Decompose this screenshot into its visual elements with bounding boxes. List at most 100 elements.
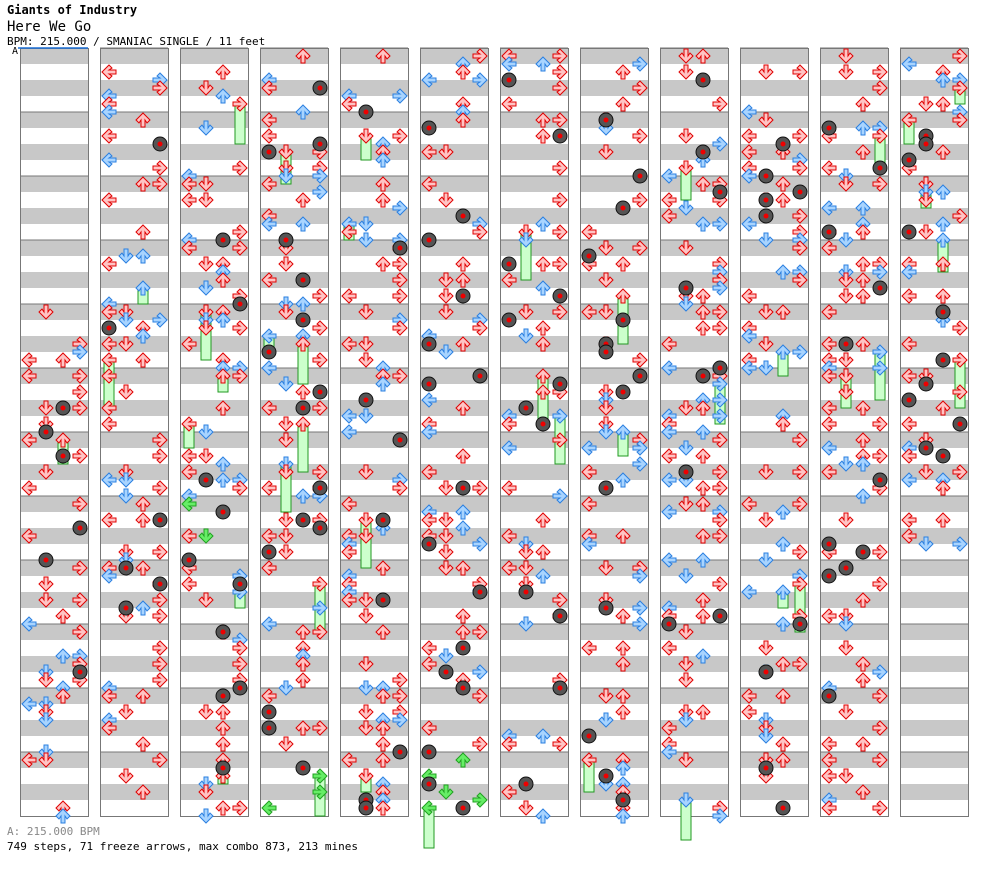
beat-band (660, 624, 728, 640)
up-arrow-icon (375, 752, 391, 768)
right-arrow-icon (552, 736, 568, 752)
down-arrow-icon (678, 752, 694, 768)
mine-core (860, 549, 866, 555)
mine-core (477, 589, 483, 595)
beat-band (500, 48, 568, 64)
up-arrow-icon (535, 280, 551, 296)
beat-band (260, 112, 328, 128)
beat-band (340, 496, 408, 512)
beat-band (20, 304, 88, 320)
bpm-marker-label: A (12, 46, 19, 57)
right-arrow-icon (152, 672, 168, 688)
mine-core (763, 173, 769, 179)
down-arrow-icon (278, 160, 294, 176)
beat-band (260, 784, 328, 800)
beat-band (580, 432, 648, 448)
beat-band (580, 304, 648, 320)
chart-stats: 749 steps, 71 freeze arrows, max combo 8… (7, 840, 358, 853)
left-arrow-icon (581, 464, 597, 480)
up-arrow-icon (455, 336, 471, 352)
beat-band (20, 368, 88, 384)
beat-band (500, 112, 568, 128)
up-arrow-icon (55, 608, 71, 624)
left-arrow-icon (661, 744, 677, 760)
left-arrow-icon (421, 464, 437, 480)
beat-band (340, 400, 408, 416)
mine-core (106, 325, 112, 331)
down-arrow-icon (38, 576, 54, 592)
beat-band (660, 496, 728, 512)
mine-core (77, 669, 83, 675)
beat-band (260, 272, 328, 288)
beat-band (900, 752, 968, 768)
mine-core (717, 189, 723, 195)
left-arrow-icon (821, 368, 837, 384)
beat-band (420, 48, 488, 64)
up-arrow-icon (55, 352, 71, 368)
down-arrow-icon (118, 312, 134, 328)
beat-band (740, 208, 808, 224)
right-arrow-icon (472, 792, 488, 808)
up-arrow-icon (135, 248, 151, 264)
up-arrow-icon (375, 720, 391, 736)
left-arrow-icon (581, 440, 597, 456)
down-arrow-icon (38, 400, 54, 416)
down-arrow-icon (678, 496, 694, 512)
left-arrow-icon (501, 96, 517, 112)
down-arrow-icon (278, 376, 294, 392)
up-arrow-icon (855, 784, 871, 800)
down-arrow-icon (918, 192, 934, 208)
up-arrow-icon (695, 528, 711, 544)
right-arrow-icon (232, 800, 248, 816)
up-arrow-icon (935, 72, 951, 88)
right-arrow-icon (792, 344, 808, 360)
right-arrow-icon (232, 160, 248, 176)
mine-core (426, 541, 432, 547)
left-arrow-icon (501, 440, 517, 456)
left-arrow-icon (821, 440, 837, 456)
right-arrow-icon (632, 440, 648, 456)
beat-band (260, 240, 328, 256)
right-arrow-icon (632, 456, 648, 472)
up-arrow-icon (775, 584, 791, 600)
left-arrow-icon (821, 336, 837, 352)
right-arrow-icon (712, 512, 728, 528)
left-arrow-icon (821, 240, 837, 256)
down-arrow-icon (678, 656, 694, 672)
chart-column-border (900, 48, 969, 817)
left-arrow-icon (661, 360, 677, 376)
left-arrow-icon (181, 576, 197, 592)
down-arrow-icon (358, 680, 374, 696)
right-arrow-icon (232, 368, 248, 384)
beat-band (900, 304, 968, 320)
left-arrow-icon (101, 304, 117, 320)
up-arrow-icon (615, 656, 631, 672)
up-arrow-icon (455, 448, 471, 464)
up-arrow-icon (135, 280, 151, 296)
up-arrow-icon (935, 184, 951, 200)
up-arrow-icon (135, 224, 151, 240)
up-arrow-icon (855, 672, 871, 688)
left-arrow-icon (501, 272, 517, 288)
beat-band (580, 624, 648, 640)
beat-band (420, 624, 488, 640)
up-arrow-icon (295, 624, 311, 640)
down-arrow-icon (118, 336, 134, 352)
down-arrow-icon (358, 528, 374, 544)
up-arrow-icon (935, 400, 951, 416)
left-arrow-icon (181, 416, 197, 432)
beat-band (580, 464, 648, 480)
down-arrow-icon (758, 728, 774, 744)
beat-band (20, 464, 88, 480)
right-arrow-icon (152, 432, 168, 448)
beat-band (740, 80, 808, 96)
mine-core (300, 405, 306, 411)
left-arrow-icon (21, 752, 37, 768)
beat-band (660, 112, 728, 128)
down-arrow-icon (838, 640, 854, 656)
down-arrow-icon (438, 304, 454, 320)
left-arrow-icon (741, 168, 757, 184)
up-arrow-icon (215, 456, 231, 472)
mine-core (220, 237, 226, 243)
beat-band (900, 336, 968, 352)
